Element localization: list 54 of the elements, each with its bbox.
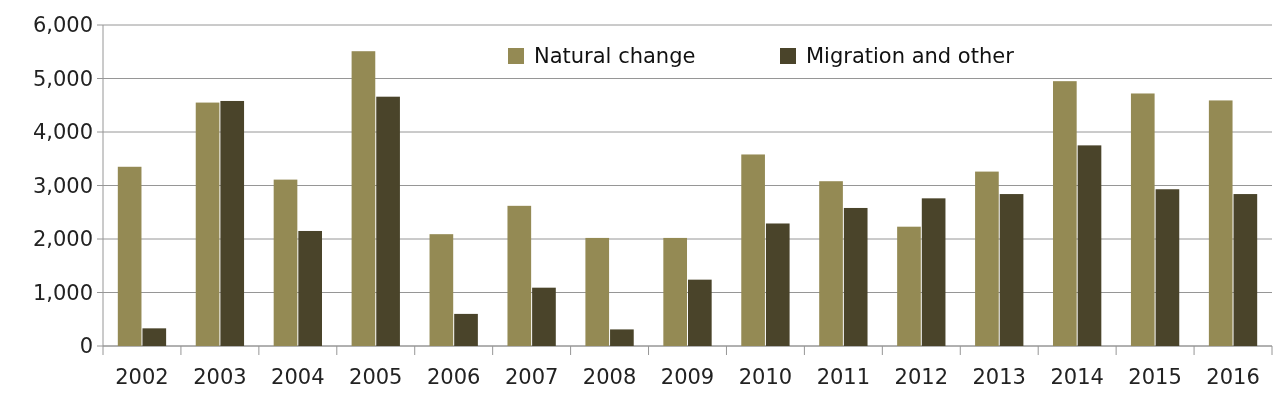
bar xyxy=(298,230,322,346)
bar xyxy=(765,223,790,346)
bar xyxy=(429,234,454,346)
bar xyxy=(1155,189,1180,346)
bar xyxy=(195,102,220,346)
bar xyxy=(351,51,376,346)
y-tick-label: 3,000 xyxy=(32,173,93,198)
y-tick-label: 6,000 xyxy=(32,13,93,38)
bar xyxy=(921,198,946,346)
x-tick-label: 2016 xyxy=(1206,365,1260,389)
bar xyxy=(819,181,843,346)
bar xyxy=(843,207,868,346)
bar xyxy=(220,100,245,346)
bar xyxy=(117,166,142,346)
x-tick-label: 2009 xyxy=(660,365,715,389)
bar xyxy=(273,179,298,346)
x-tick-label: 2010 xyxy=(738,365,793,389)
bar xyxy=(1208,100,1233,346)
y-tick-label: 5,000 xyxy=(32,66,93,91)
x-tick-label: 2006 xyxy=(426,365,481,389)
bar xyxy=(1130,93,1155,346)
x-tick-label: 2005 xyxy=(349,365,403,389)
legend-label: Migration and other xyxy=(806,44,1015,69)
bar xyxy=(975,171,999,346)
bar xyxy=(532,287,556,346)
y-tick-label: 2,000 xyxy=(32,227,93,252)
bar xyxy=(1053,81,1077,346)
x-tick-label: 2013 xyxy=(972,365,1026,389)
x-tick-label: 2002 xyxy=(115,365,169,389)
x-tick-label: 2014 xyxy=(1050,365,1104,389)
bar xyxy=(999,194,1024,346)
bar xyxy=(454,313,478,346)
bar xyxy=(610,329,634,346)
x-tick-label: 2008 xyxy=(582,365,637,389)
bar xyxy=(1233,194,1258,346)
x-tick-label: 2011 xyxy=(816,365,871,389)
bar xyxy=(142,328,167,346)
x-tick-label: 2015 xyxy=(1128,365,1182,389)
x-tick-label: 2007 xyxy=(504,365,559,389)
bar xyxy=(687,279,712,346)
x-tick-label: 2012 xyxy=(894,365,949,389)
bar xyxy=(1077,145,1102,346)
legend-label: Natural change xyxy=(534,44,696,69)
bar xyxy=(663,237,688,346)
bar xyxy=(741,154,765,346)
bar xyxy=(897,226,921,346)
bar xyxy=(507,205,532,346)
y-tick-label: 4,000 xyxy=(32,120,93,145)
y-tick-label: 0 xyxy=(79,334,93,359)
x-tick-label: 2003 xyxy=(193,365,247,389)
x-tick-label: 2004 xyxy=(271,365,325,389)
bar xyxy=(585,237,610,346)
y-tick-label: 1,000 xyxy=(32,280,93,305)
bar xyxy=(376,96,400,346)
